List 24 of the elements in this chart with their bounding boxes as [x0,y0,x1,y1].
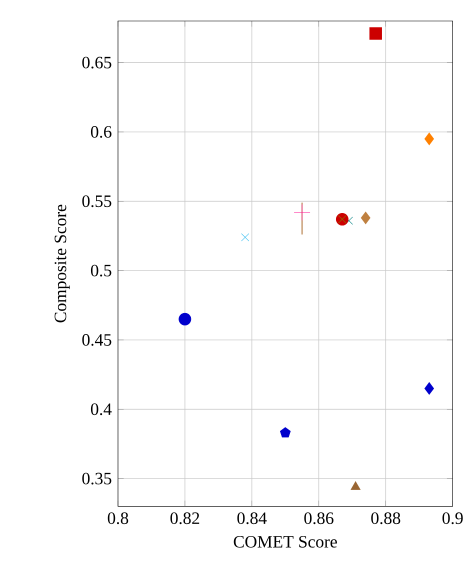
x-tick-label: 0.88 [371,512,400,524]
x-tick-label: 0.9 [442,512,463,524]
y-tick-label: 0.35 [82,472,112,484]
point [294,204,310,221]
point [241,233,250,242]
y-tick-label: 0.6 [90,126,112,138]
x-tick-label: 0.84 [237,512,267,524]
x-tick-label: 0.8 [108,512,128,524]
point [350,481,360,490]
point [360,212,370,224]
y-tick-label: 0.45 [82,334,112,346]
point [424,382,434,395]
y-axis-title: Composite Score [54,204,70,322]
x-axis-title: COMET Score [234,536,337,548]
point [280,427,291,438]
y-tick-label: 0.55 [82,195,112,208]
y-tick-label: 0.4 [90,403,112,416]
x-tick-label: 0.82 [170,512,200,524]
y-tick-label: 0.5 [90,264,112,276]
x-tick-label: 0.86 [304,512,334,524]
point [178,312,192,326]
y-tick-label: 0.65 [82,56,112,68]
point [424,132,434,146]
point [369,27,382,40]
